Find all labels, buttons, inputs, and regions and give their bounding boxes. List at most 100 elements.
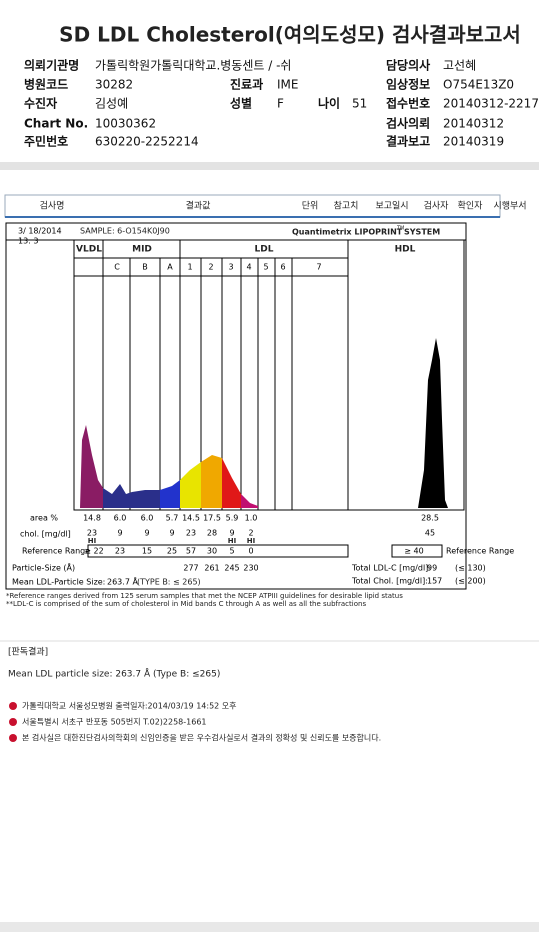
separator: [0, 162, 539, 170]
area-value: 5.7: [166, 514, 179, 523]
total-range: (≤ 200): [455, 577, 486, 586]
footnote: *Reference ranges derived from 125 serum…: [6, 592, 403, 600]
footer-line: 본 검사실은 대한진단검사의학회의 신임인증을 받은 우수검사실로서 결과의 정…: [22, 733, 381, 743]
column-header: 검사자: [424, 200, 450, 212]
sample-id: SAMPLE: 6-O154K0J90: [80, 227, 170, 236]
reference-value: 57: [186, 547, 196, 556]
chol-value: 23: [186, 529, 196, 538]
reference-value: 15: [142, 547, 152, 556]
band-label: 7: [316, 263, 321, 272]
field-label: 나이: [318, 96, 340, 111]
reference-value: 0: [248, 547, 253, 556]
bullet: [9, 702, 17, 710]
mean-type: (TYPE B: ≤ 265): [137, 578, 201, 587]
reference-box: [391, 544, 443, 558]
band-label: 2: [208, 263, 213, 272]
chol-value: 2: [248, 529, 253, 538]
reference-value: ≥ 22: [84, 547, 103, 556]
band-label: 1: [187, 263, 192, 272]
field-value: 가톨릭학원가톨릭대학교.병동센트 / -쉬: [95, 59, 291, 73]
row-label: Reference Range: [22, 547, 90, 556]
total-range: (≤ 130): [455, 564, 486, 573]
band-label: 4: [246, 263, 251, 272]
bullet: [9, 734, 17, 742]
column-header: 결과값: [186, 200, 211, 212]
area-value: 5.9: [226, 514, 239, 523]
report-date: 3/ 18/2014: [18, 227, 62, 236]
field-label: 검사의뢰: [386, 116, 430, 131]
brand-tm: TM: [396, 226, 404, 232]
area-value: 1.0: [245, 514, 258, 523]
area-value: 14.8: [83, 514, 101, 523]
particle-size: 245: [224, 564, 239, 573]
report-frame: [5, 222, 467, 590]
band-label: 5: [263, 263, 268, 272]
title: SD LDL Cholesterol(여의도성모) 검사결과보고서: [59, 23, 521, 47]
field-value: 20140312: [443, 117, 504, 131]
column-header: 보고일시: [375, 201, 408, 212]
field-value: 김성예: [95, 97, 128, 111]
total-label: Total LDL-C [mg/dl]:: [351, 564, 431, 573]
flag: HI: [88, 537, 96, 545]
field-value: 630220-2252214: [95, 135, 199, 149]
field-label: 성별: [230, 96, 252, 111]
particle-size: 230: [243, 564, 258, 573]
field-label: 병원코드: [24, 77, 68, 92]
interpretation: Mean LDL particle size: 263.7 Å (Type B:…: [8, 668, 220, 680]
field-value: 20140319: [443, 135, 504, 149]
mean-value: 263.7 Å: [107, 576, 138, 587]
flag: HI: [228, 537, 236, 545]
reference-box: [87, 544, 349, 558]
column-header: 시행부서: [493, 200, 526, 212]
particle-size: 261: [204, 564, 219, 573]
field-label: 주민번호: [24, 134, 68, 149]
reference-value: 23: [115, 547, 125, 556]
brand-suffix: SYSTEM: [404, 228, 440, 237]
field-value: F: [277, 97, 284, 111]
field-label: 진료과: [230, 77, 263, 92]
total-value: 99: [427, 564, 437, 573]
field-label: 결과보고: [386, 134, 430, 149]
field-label: 접수번호: [386, 96, 430, 111]
band-label: 6: [280, 263, 285, 272]
column-header: 참고치: [334, 200, 359, 212]
reference-value: 25: [167, 547, 177, 556]
brand: Quantimetrix LIPOPRINT: [292, 228, 403, 237]
field-value: 10030362: [95, 117, 156, 131]
mean-label: Mean LDL-Particle Size:: [12, 578, 105, 587]
field-label: 의뢰기관명: [24, 58, 79, 73]
chol-value: 9: [229, 529, 234, 538]
field-value: IME: [277, 78, 298, 92]
reference-value: 30: [207, 547, 217, 556]
chol-value: 28: [207, 529, 217, 538]
chol-value: 45: [425, 529, 435, 538]
bottom-band: [0, 922, 539, 932]
report-time: 13: 3: [18, 237, 39, 246]
field-value: 20140312-22174: [443, 97, 539, 111]
footer-line: 서울특별시 서초구 반포동 505번지 T.02)2258-1661: [22, 717, 207, 727]
bullet: [9, 718, 17, 726]
flag: HI: [247, 537, 255, 545]
band-label: C: [114, 263, 120, 272]
band-lines: [102, 240, 349, 510]
row-label: area %: [30, 514, 58, 523]
field-value: 고선혜: [443, 59, 476, 73]
chol-value: 9: [144, 529, 149, 538]
footnote: **LDL-C is comprised of the sum of chole…: [6, 600, 366, 608]
group-label: LDL: [255, 245, 274, 255]
column-header: 확인자: [458, 200, 484, 212]
field-label: 임상정보: [386, 77, 430, 92]
group-label: HDL: [395, 245, 416, 255]
chol-value: 9: [117, 529, 122, 538]
area-value: 6.0: [114, 514, 127, 523]
reference-value: ≥ 40: [404, 547, 423, 556]
group-label: MID: [132, 245, 152, 255]
reference-value: 5: [229, 547, 234, 556]
field-value: O754E13Z0: [443, 78, 514, 92]
electropherogram: [80, 338, 448, 508]
area-value: 14.5: [182, 514, 200, 523]
graph-frame: [73, 239, 465, 511]
chol-value: 23: [87, 529, 97, 538]
field-label: 수진자: [24, 96, 57, 111]
